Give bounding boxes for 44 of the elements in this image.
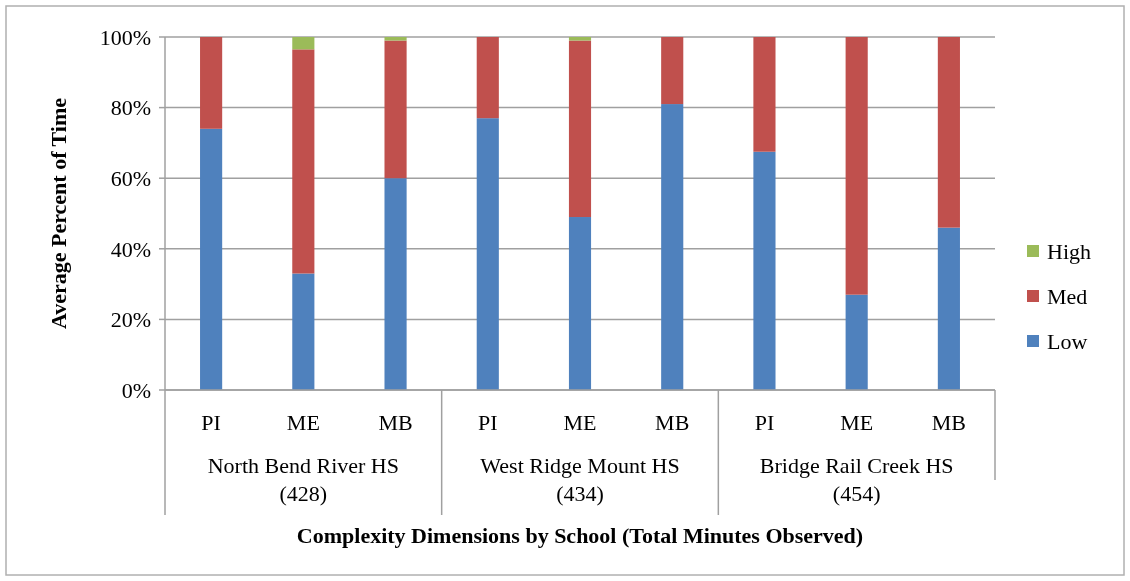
bar xyxy=(384,40,407,179)
legend-label: High xyxy=(1047,238,1091,264)
bar xyxy=(476,118,499,390)
y-axis-title: Average Percent of Time xyxy=(46,97,71,330)
legend-label: Low xyxy=(1047,328,1088,354)
bar xyxy=(937,227,960,390)
bar xyxy=(292,273,315,390)
bar xyxy=(384,178,407,390)
bar xyxy=(568,217,592,390)
bar xyxy=(476,37,499,119)
y-tick-label: 0% xyxy=(121,377,151,403)
y-tick-label: 100% xyxy=(99,24,151,50)
bar xyxy=(568,40,592,218)
bar xyxy=(292,49,315,274)
bar xyxy=(845,294,868,390)
x-axis-title: Complexity Dimensions by School (Total Minutes Observed) xyxy=(296,523,864,548)
bar xyxy=(661,104,684,390)
x-tick-label: MB xyxy=(378,410,413,435)
x-tick-label: PI xyxy=(754,410,775,435)
bar xyxy=(384,37,407,41)
x-tick-label: ME xyxy=(840,410,874,435)
x-tick-label: MB xyxy=(931,410,967,435)
bar xyxy=(661,37,684,105)
bar xyxy=(200,37,223,129)
x-tick-label: ME xyxy=(286,410,320,435)
x-tick-label: MB xyxy=(655,410,690,435)
bar xyxy=(568,37,592,41)
y-tick-label: 80% xyxy=(110,95,151,121)
legend-label: Med xyxy=(1047,283,1088,309)
bar xyxy=(200,128,223,390)
bar xyxy=(753,151,776,390)
bar xyxy=(292,37,315,50)
y-tick-label: 60% xyxy=(110,165,151,191)
x-tick-label: ME xyxy=(563,410,597,435)
text: Bridge Rail Creek HS (454) xyxy=(759,453,954,506)
x-tick-label: PI xyxy=(478,410,498,435)
bar xyxy=(845,37,868,295)
text: West Ridge Mount HS (434) xyxy=(480,453,680,506)
bar xyxy=(753,37,776,152)
text: North Bend River HS (428) xyxy=(207,453,399,506)
y-tick-label: 20% xyxy=(110,307,151,333)
y-tick-label: 40% xyxy=(110,236,151,262)
x-tick-label: PI xyxy=(201,410,221,435)
bar xyxy=(937,37,960,228)
